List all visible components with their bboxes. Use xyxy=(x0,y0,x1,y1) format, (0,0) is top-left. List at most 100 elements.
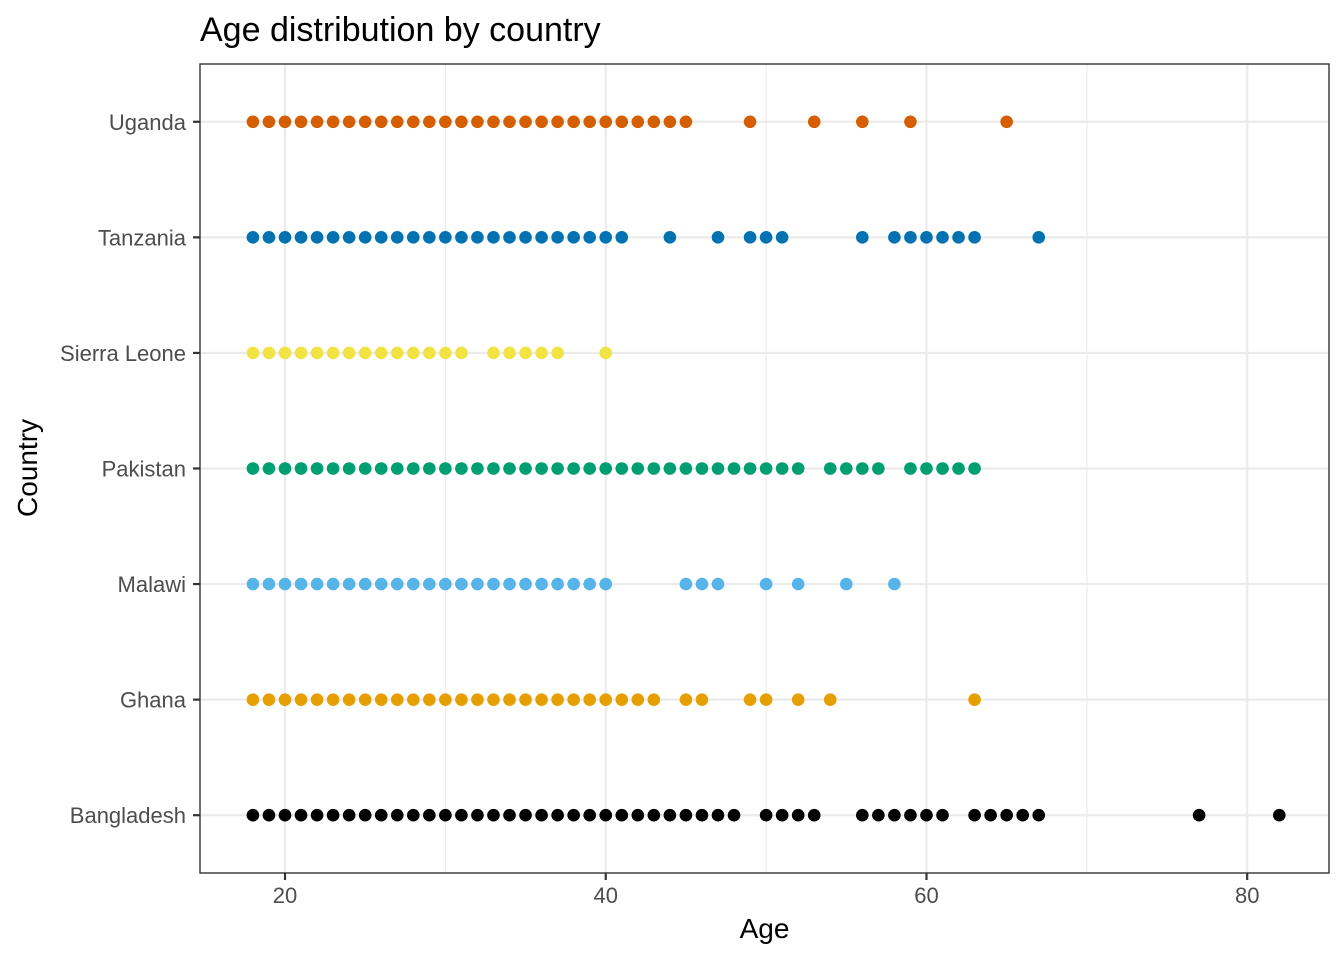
data-point xyxy=(567,693,580,706)
data-point xyxy=(823,693,837,706)
data-point xyxy=(727,462,741,475)
data-point xyxy=(695,808,709,822)
data-point xyxy=(679,115,693,129)
data-point xyxy=(599,462,613,475)
data-point xyxy=(326,346,340,360)
data-point xyxy=(888,231,901,244)
series-tanzania xyxy=(246,231,1046,244)
data-point xyxy=(743,693,757,706)
data-point xyxy=(743,462,757,475)
data-point xyxy=(535,115,548,129)
data-point xyxy=(278,693,292,706)
data-point xyxy=(599,115,613,129)
data-point xyxy=(374,577,388,591)
x-tick-label: 80 xyxy=(1235,883,1259,908)
data-point xyxy=(647,115,661,129)
data-point xyxy=(936,808,949,822)
data-point xyxy=(631,115,645,129)
data-point xyxy=(807,808,821,822)
data-point xyxy=(711,462,725,475)
data-point xyxy=(455,462,468,475)
data-point xyxy=(390,115,404,129)
data-point xyxy=(310,577,324,591)
data-point xyxy=(310,346,324,360)
data-point xyxy=(904,808,917,822)
y-tick-label: Sierra Leone xyxy=(60,341,186,366)
data-point xyxy=(439,115,452,129)
data-point xyxy=(455,808,468,822)
data-point xyxy=(455,115,468,129)
data-point xyxy=(631,462,645,475)
data-point xyxy=(695,462,709,475)
data-point xyxy=(326,115,340,129)
data-point xyxy=(294,462,308,475)
data-point xyxy=(503,462,516,475)
data-point xyxy=(439,462,452,475)
data-point xyxy=(856,808,869,822)
data-point xyxy=(326,693,340,706)
data-point xyxy=(567,231,580,244)
data-point xyxy=(984,808,997,822)
series-bangladesh xyxy=(246,808,1286,822)
data-point xyxy=(535,808,548,822)
data-point xyxy=(631,693,645,706)
data-point xyxy=(246,346,260,360)
data-point xyxy=(406,346,420,360)
y-tick-label: Ghana xyxy=(120,688,187,713)
data-point xyxy=(759,231,773,244)
data-point xyxy=(856,115,869,129)
data-point xyxy=(439,808,452,822)
data-point xyxy=(567,577,580,591)
data-point xyxy=(471,462,484,475)
data-point xyxy=(679,808,693,822)
data-point xyxy=(439,693,452,706)
data-point xyxy=(1016,808,1029,822)
data-point xyxy=(262,693,276,706)
data-point xyxy=(631,808,645,822)
data-point xyxy=(487,346,500,360)
data-point xyxy=(390,577,404,591)
data-point xyxy=(599,231,613,244)
data-point xyxy=(374,462,388,475)
data-point xyxy=(1032,808,1046,822)
data-point xyxy=(326,231,340,244)
data-point xyxy=(262,462,276,475)
data-point xyxy=(503,231,516,244)
data-point xyxy=(310,693,324,706)
data-point xyxy=(1000,115,1013,129)
data-point xyxy=(791,693,805,706)
data-point xyxy=(711,808,725,822)
data-point xyxy=(310,462,324,475)
data-point xyxy=(583,577,596,591)
data-point xyxy=(968,808,981,822)
series-malawi xyxy=(246,577,901,591)
data-point xyxy=(439,231,452,244)
data-point xyxy=(567,462,580,475)
data-point xyxy=(439,577,452,591)
data-point xyxy=(246,115,260,129)
data-point xyxy=(519,808,532,822)
data-point xyxy=(487,231,500,244)
data-point xyxy=(455,693,468,706)
data-point xyxy=(294,577,308,591)
data-point xyxy=(823,462,837,475)
data-point xyxy=(326,577,340,591)
series-pakistan xyxy=(246,462,981,475)
data-point xyxy=(390,808,404,822)
data-point xyxy=(390,346,404,360)
data-point xyxy=(872,462,885,475)
data-point xyxy=(551,808,564,822)
chart-title: Age distribution by country xyxy=(200,11,601,49)
data-point xyxy=(406,577,420,591)
data-point xyxy=(711,577,725,591)
data-point xyxy=(743,231,757,244)
data-point xyxy=(904,462,917,475)
data-point xyxy=(487,462,500,475)
y-tick-label: Pakistan xyxy=(102,457,186,482)
data-point xyxy=(326,462,340,475)
data-point xyxy=(455,231,468,244)
data-point xyxy=(599,808,613,822)
data-point xyxy=(487,693,500,706)
data-point xyxy=(519,577,532,591)
